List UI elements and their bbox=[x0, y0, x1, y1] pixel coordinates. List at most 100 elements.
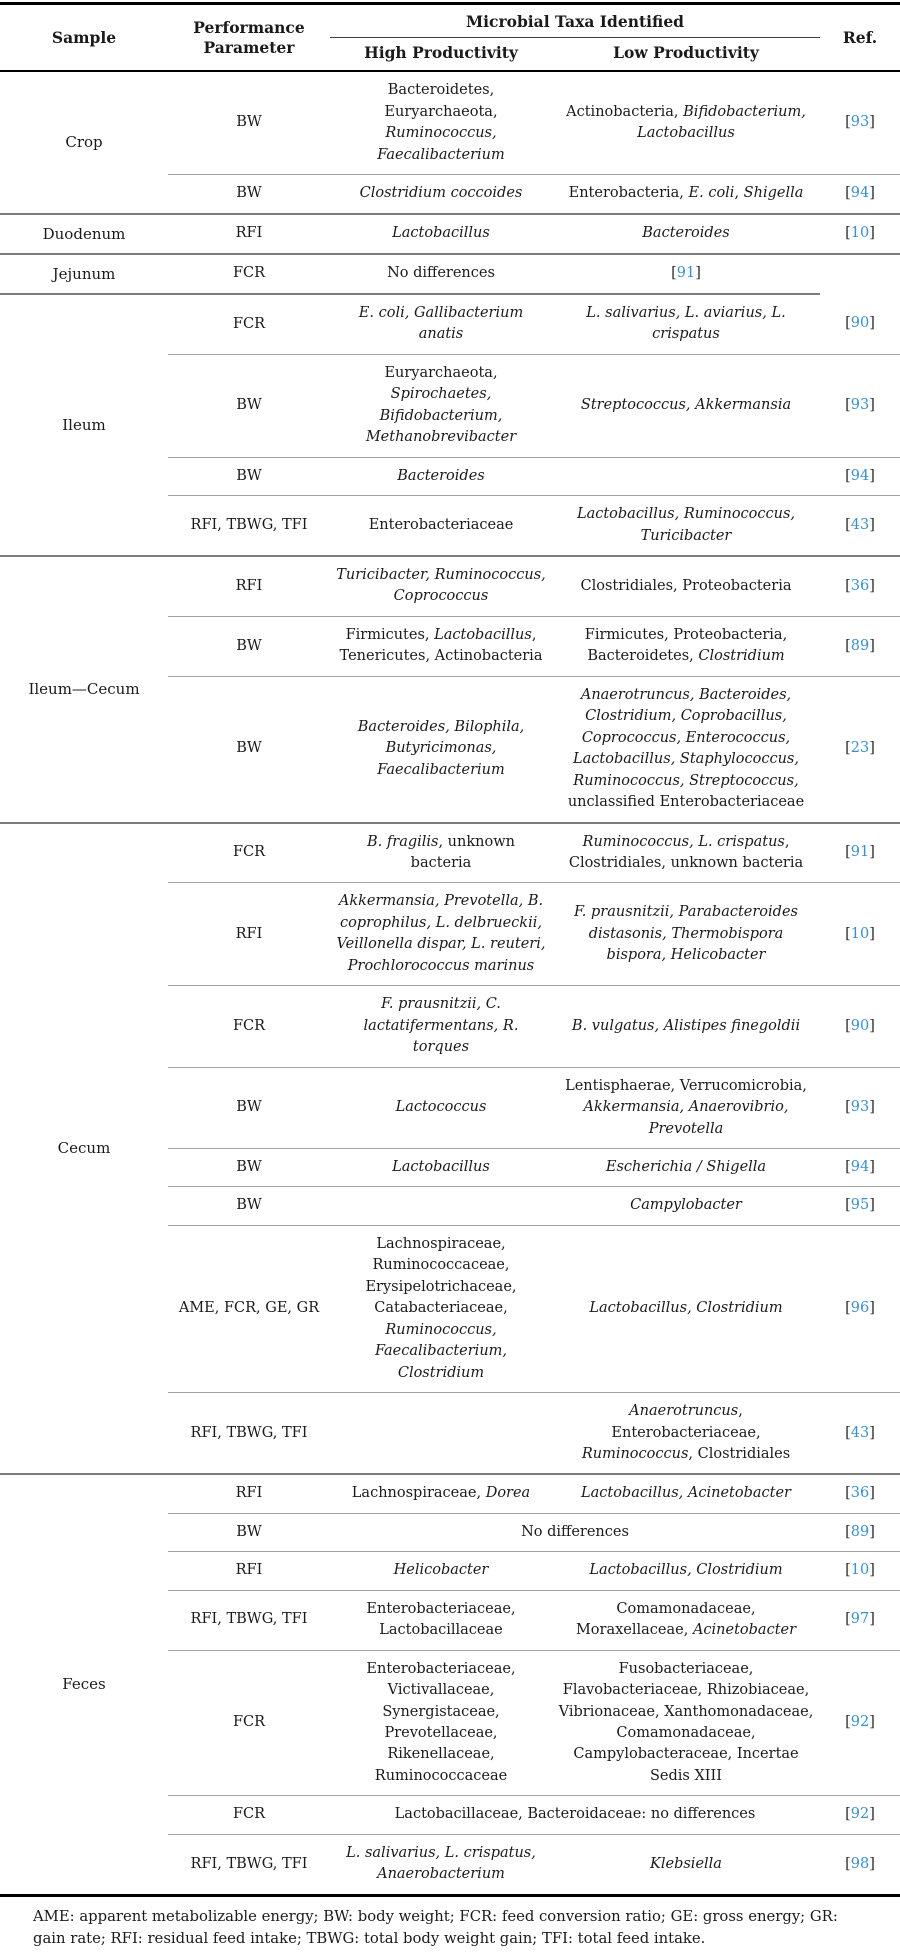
low-productivity-cell: L. salivarius, L. aviarius, L. crispatus bbox=[552, 292, 820, 355]
citation-link[interactable]: 94 bbox=[850, 185, 870, 202]
ref-cell bbox=[820, 252, 900, 294]
ref-cell: [92] bbox=[820, 1795, 900, 1835]
citation-link[interactable]: 94 bbox=[850, 467, 870, 484]
ref-cell: [98] bbox=[820, 1833, 900, 1896]
low-productivity-cell: Anaerotruncus, Bacteroides, Clostridium,… bbox=[552, 675, 820, 823]
citation: [89] bbox=[845, 1523, 875, 1540]
low-productivity-cell: Clostridiales, Proteobacteria bbox=[552, 554, 820, 617]
citation-link[interactable]: 43 bbox=[850, 1424, 870, 1441]
low-productivity-cell: Klebsiella bbox=[552, 1833, 820, 1896]
performance-parameter-cell: AME, FCR, GE, GR bbox=[168, 1224, 330, 1393]
ref-cell: [89] bbox=[820, 1512, 900, 1552]
ref-cell: [10] bbox=[820, 1551, 900, 1591]
low-productivity-cell bbox=[552, 456, 820, 496]
ref-cell: [90] bbox=[820, 294, 900, 354]
sample-cell: Duodenum bbox=[0, 212, 168, 254]
citation-link[interactable]: 89 bbox=[850, 637, 870, 654]
sample-cell: Cecum bbox=[0, 821, 168, 1475]
taxa-span-cell: Lactobacillaceae, Bacteroidaceae: no dif… bbox=[330, 1795, 820, 1835]
sample-cell: Feces bbox=[0, 1473, 168, 1896]
header-row-top: Sample Performance Parameter Microbial T… bbox=[0, 3, 900, 73]
performance-parameter-cell: RFI, TBWG, TFI bbox=[168, 1392, 330, 1475]
citation-link[interactable]: 36 bbox=[850, 1485, 870, 1502]
ref-cell: [94] bbox=[820, 1147, 900, 1187]
citation: [93] bbox=[845, 114, 875, 131]
citation: [96] bbox=[845, 1300, 875, 1317]
sample-cell: Crop bbox=[0, 70, 168, 214]
citation: [95] bbox=[845, 1197, 875, 1214]
citation-link[interactable]: 43 bbox=[850, 516, 870, 533]
citation: [91] bbox=[671, 265, 701, 282]
performance-parameter-cell: BW bbox=[168, 174, 330, 214]
citation: [89] bbox=[845, 637, 875, 654]
citation: [97] bbox=[845, 1611, 875, 1628]
table-row: Crop BW Bacteroidetes, Euryarchaeota, Rumi… bbox=[0, 70, 900, 214]
citation: [94] bbox=[845, 1158, 875, 1175]
citation: [91] bbox=[845, 844, 875, 861]
citation-link[interactable]: 96 bbox=[850, 1300, 870, 1317]
citation-link[interactable]: 92 bbox=[850, 1714, 870, 1731]
citation-link[interactable]: 95 bbox=[850, 1197, 870, 1214]
citation-link[interactable]: 93 bbox=[850, 1099, 870, 1116]
citation-link[interactable]: 89 bbox=[850, 1523, 870, 1540]
citation-link[interactable]: 93 bbox=[850, 397, 870, 413]
citation-link[interactable]: 94 bbox=[850, 1158, 870, 1175]
citation: [93] bbox=[845, 397, 875, 413]
citation-link[interactable]: 93 bbox=[850, 114, 870, 131]
citation-link[interactable]: 23 bbox=[850, 740, 870, 757]
citation-link[interactable]: 10 bbox=[850, 1562, 870, 1579]
high-productivity-cell: B. fragilis, unknown bacteria bbox=[330, 821, 552, 883]
high-productivity-cell: Turicibacter, Ruminococcus, Coprococcus bbox=[330, 554, 552, 617]
citation: [98] bbox=[845, 1855, 875, 1872]
high-productivity-cell: Firmicutes, Lactobacillus, Tenericutes, … bbox=[330, 615, 552, 677]
performance-parameter-cell: RFI, TBWG, TFI bbox=[168, 1589, 330, 1651]
performance-parameter-cell: FCR bbox=[168, 1649, 330, 1796]
table-row: BW Bacteroides, Bilophila, Butyricimonas,… bbox=[0, 675, 900, 823]
ref-cell: [89] bbox=[820, 615, 900, 677]
microbial-taxa-table: Sample Performance Parameter Microbial T… bbox=[0, 2, 900, 1897]
citation: [92] bbox=[845, 1714, 875, 1731]
citation-link[interactable]: 97 bbox=[850, 1611, 870, 1628]
table-row: RFI Akkermansia, Prevotella, B. coprophil… bbox=[0, 882, 900, 986]
ref-cell: [93] bbox=[820, 1066, 900, 1149]
table-row: RFI, TBWG, TFI Enterobacteriaceae Lactobac… bbox=[0, 495, 900, 556]
performance-parameter-cell: BW bbox=[168, 456, 330, 496]
citation-link[interactable]: 10 bbox=[850, 925, 870, 942]
performance-parameter-cell: BW bbox=[168, 1147, 330, 1187]
citation-link[interactable]: 90 bbox=[850, 1017, 870, 1034]
citation: [10] bbox=[845, 925, 875, 942]
table-row: RFI, TBWG, TFI Anaerotruncus, Enterobacte… bbox=[0, 1392, 900, 1475]
column-header-sample: Sample bbox=[0, 3, 168, 73]
low-productivity-cell: Lactobacillus, Ruminococcus, Turicibacte… bbox=[552, 495, 820, 556]
citation-link[interactable]: 91 bbox=[850, 844, 870, 861]
performance-parameter-cell: RFI bbox=[168, 212, 330, 254]
low-productivity-cell: Streptococcus, Akkermansia bbox=[552, 353, 820, 458]
citation-link[interactable]: 10 bbox=[850, 224, 870, 241]
ref-cell: [91] bbox=[820, 821, 900, 883]
high-productivity-cell: Euryarchaeota, Spirochaetes, Bifidobacte… bbox=[330, 353, 552, 458]
high-productivity-cell: Helicobacter bbox=[330, 1551, 552, 1591]
ref-cell: [43] bbox=[820, 1392, 900, 1475]
performance-parameter-cell: RFI bbox=[168, 554, 330, 617]
performance-parameter-cell: FCR bbox=[168, 1795, 330, 1835]
low-productivity-cell: Comamonadaceae, Moraxellaceae, Acinetoba… bbox=[552, 1589, 820, 1651]
high-productivity-cell: E. coli, Gallibacterium anatis bbox=[330, 292, 552, 355]
table-row: BW No differences [89] bbox=[0, 1512, 900, 1552]
ref-cell: [97] bbox=[820, 1589, 900, 1651]
citation-link[interactable]: 92 bbox=[850, 1806, 870, 1823]
table-row: BW Campylobacter [95] bbox=[0, 1186, 900, 1226]
high-productivity-cell: Enterobacteriaceae bbox=[330, 495, 552, 556]
performance-parameter-cell: FCR bbox=[168, 985, 330, 1068]
citation-link[interactable]: 98 bbox=[850, 1855, 870, 1872]
ref-cell: [90] bbox=[820, 985, 900, 1068]
citation: [10] bbox=[845, 224, 875, 241]
citation-link[interactable]: 90 bbox=[850, 315, 870, 332]
citation: [36] bbox=[845, 1485, 875, 1502]
table-row: FCR F. prausnitzii, C. lactatifermentans,… bbox=[0, 985, 900, 1068]
citation-link[interactable]: 91 bbox=[676, 265, 696, 282]
low-productivity-cell: Fusobacteriaceae, Flavobacteriaceae, Rhi… bbox=[552, 1649, 820, 1796]
taxa-span-cell: No differences bbox=[330, 1512, 820, 1552]
citation-link[interactable]: 36 bbox=[850, 577, 870, 594]
citation: [23] bbox=[845, 740, 875, 757]
high-productivity-cell bbox=[330, 1186, 552, 1226]
